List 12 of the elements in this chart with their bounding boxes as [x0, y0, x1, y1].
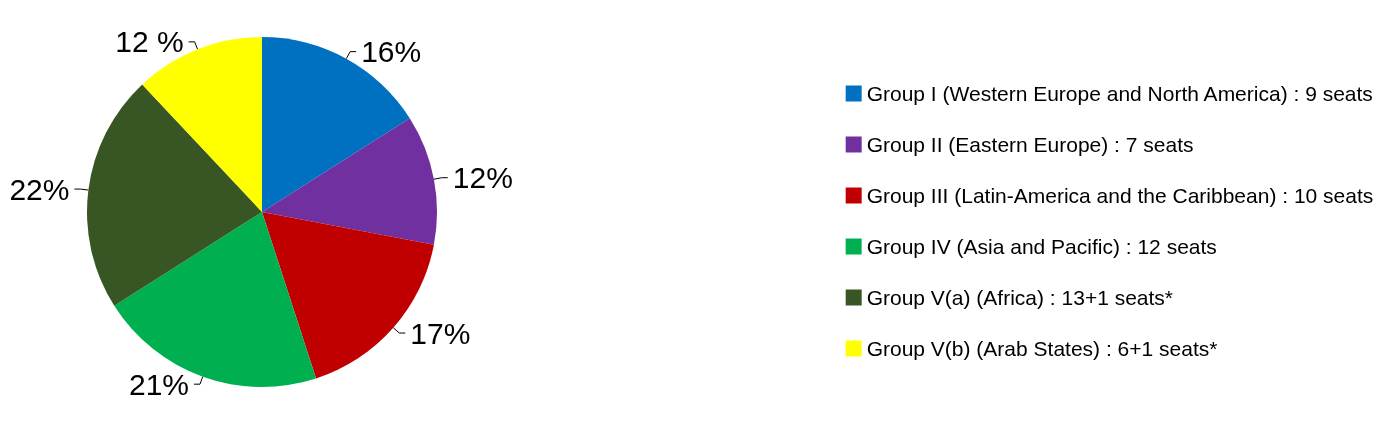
- data-label: 16%: [361, 35, 422, 69]
- data-label: 12%: [452, 161, 513, 195]
- data-label: 21%: [128, 367, 190, 401]
- legend-label: Group I (Western Europe and North America) : 9 seats: [866, 82, 1373, 105]
- legend-label: Group IV (Asia and Pacific) : 12 seats: [866, 235, 1217, 258]
- data-label: 17%: [410, 316, 471, 350]
- data-label: 22%: [9, 172, 70, 206]
- data-label: 12 %: [115, 25, 184, 59]
- legend-label: Group III (Latin-America and the Caribbean) : 10 seats: [866, 184, 1374, 207]
- legend-label: Group II (Eastern Europe) : 7 seats: [866, 133, 1194, 156]
- legend-label: Group V(b) (Arab States) : 6+1 seats*: [866, 337, 1218, 360]
- legend-label: Group V(a) (Africa) : 13+1 seats*: [866, 286, 1174, 309]
